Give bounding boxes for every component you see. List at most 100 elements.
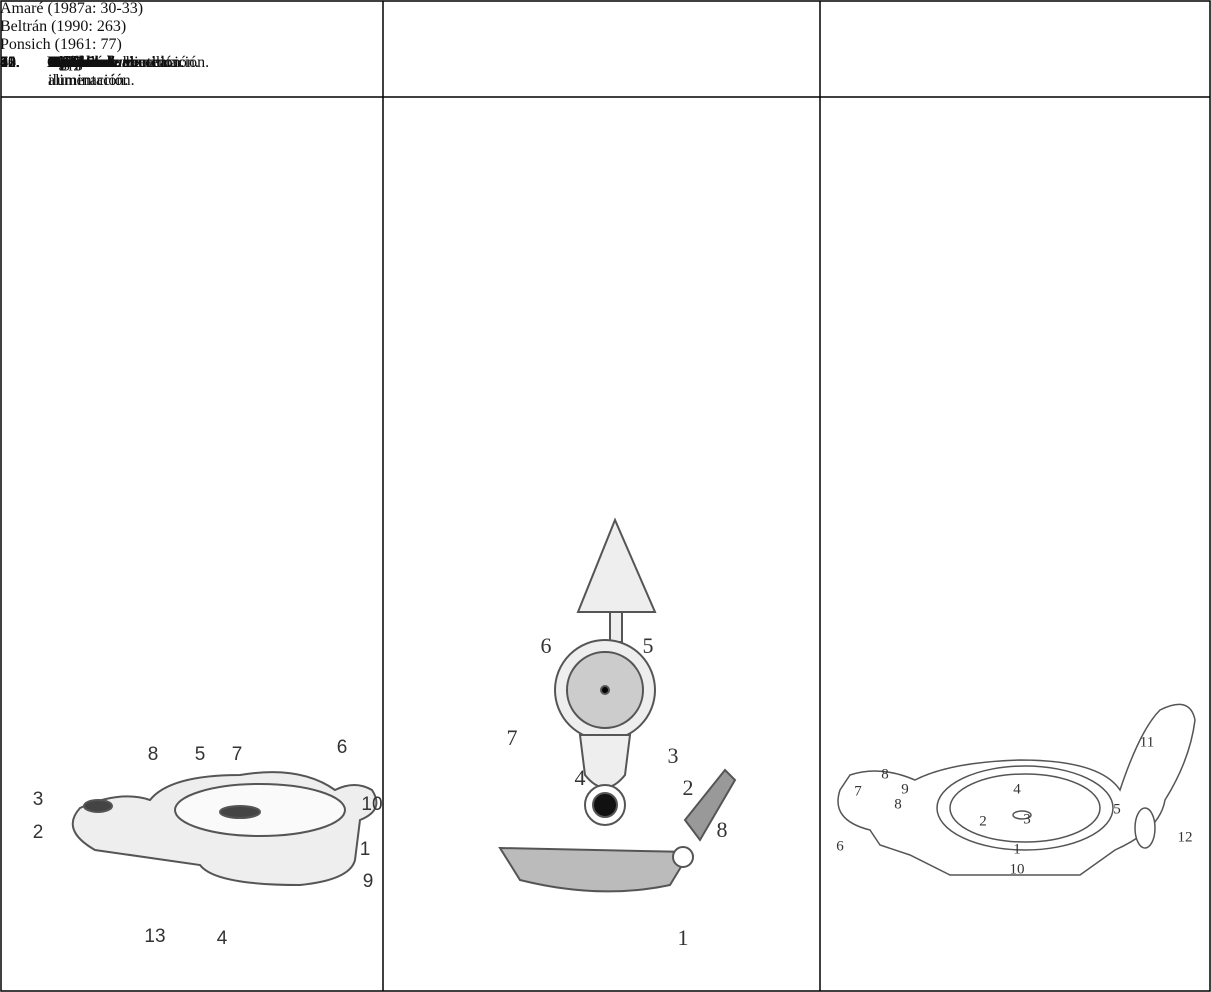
item-text: Orla.	[47, 54, 79, 72]
item-text: Infundibulum.	[48, 54, 138, 72]
item-punct: .	[134, 54, 139, 71]
figure-label: 5	[195, 744, 206, 765]
item-label: Orificio de ventilación.	[50, 54, 199, 71]
item-number: 7.	[0, 54, 12, 71]
figure-label: 5	[643, 633, 654, 658]
item-number: 5.	[0, 54, 12, 71]
item-text: Pie.	[50, 54, 74, 72]
column-header: Amaré (1987a: 30-33)	[0, 0, 144, 17]
figure-label: 8	[717, 817, 728, 842]
item-number: 13.	[0, 54, 20, 71]
item-label: Asa.	[50, 54, 79, 71]
item-number: 10.	[0, 54, 20, 71]
item-label: Agujero de alimentación.	[47, 54, 210, 71]
item-text: Agujero de llenado.	[50, 54, 177, 72]
figure-label: 2	[683, 775, 694, 800]
item-label: Ansa.	[48, 54, 84, 71]
item-label: Depósito.	[50, 54, 112, 71]
item-label: Agujero de llenado.	[50, 54, 177, 71]
item-text: Rostrum.	[48, 54, 106, 72]
item-label: Pie.	[50, 54, 75, 71]
item-text: Agujero de mecha.	[50, 54, 171, 72]
item-punct: .	[102, 54, 107, 71]
item-number: 2.	[0, 54, 12, 71]
item-label: Orificio de aireación.	[48, 54, 185, 71]
item-number: 7.	[0, 54, 12, 71]
item-label: Volutas.	[47, 54, 99, 71]
figure-label: 8	[148, 744, 159, 765]
item-number: 1.	[0, 54, 12, 71]
item-label: Pico.	[50, 54, 83, 71]
figure-label: 9	[901, 781, 909, 797]
figure-label: 4	[1013, 781, 1021, 797]
item-number: 1.	[0, 54, 12, 71]
item-number: 10.	[0, 54, 20, 71]
item-number: 4.	[0, 54, 12, 71]
item-number: 3.	[0, 54, 12, 71]
item-number: 1.	[0, 54, 12, 71]
item-label: Moldura.	[50, 54, 110, 71]
item-text: Orificio de alimentación.	[48, 54, 198, 90]
item-label: Discus.	[48, 54, 96, 71]
item-number: 8.	[0, 54, 12, 71]
figure-label: 4	[217, 928, 228, 949]
figure-label: 10	[1010, 861, 1025, 877]
item-text: Margo.	[48, 54, 94, 72]
figure-label: 3	[33, 789, 44, 810]
item-text: Discus.	[48, 54, 96, 72]
item-label: Infundibulum	[48, 54, 135, 71]
figure-label: 12	[1178, 829, 1193, 845]
item-text: Reflector.	[50, 54, 113, 72]
item-number: 7.	[0, 54, 12, 71]
figure-label: 13	[144, 926, 165, 947]
item-number: 11.	[0, 54, 20, 71]
item-label: Medallón.	[50, 54, 116, 71]
item-text: Agujero de alimentación.	[47, 54, 209, 72]
item-label: Orificio de iluminación.	[48, 54, 129, 89]
figure-label: 8	[881, 766, 889, 782]
item-label: Aletas.	[48, 54, 93, 71]
item-number: 2.	[0, 54, 12, 71]
figure-label: 5	[1113, 801, 1121, 817]
item-text: Agujero de luz.	[47, 54, 146, 72]
item-number: 11.	[0, 54, 20, 71]
item-number: 8.	[0, 54, 12, 71]
item-text: Infundibulum.	[47, 54, 137, 72]
figure-label: 1	[360, 839, 371, 860]
item-number: 2.	[0, 54, 12, 71]
figure-label: 3	[1023, 811, 1031, 827]
item-label: Banda.	[50, 54, 95, 71]
item-number: 9.	[0, 54, 12, 71]
item-text: Depósito.	[50, 54, 112, 72]
item-text: Moldura.	[48, 54, 107, 72]
item-label: Orificio de alimentación.	[48, 54, 135, 89]
item-label: Apéndices.	[48, 54, 120, 71]
item-text: Pico.	[50, 54, 82, 72]
figure-label: 7	[854, 783, 862, 799]
item-number: 4.	[0, 54, 12, 71]
figure-label: 7	[507, 725, 518, 750]
item-text: Pico.	[47, 54, 79, 72]
figure-label: 1	[1013, 841, 1021, 857]
item-label: Agujero de mecha.	[50, 54, 172, 71]
item-label: Disco.	[47, 54, 89, 71]
item-text: Volutas.	[50, 54, 102, 72]
item-text: Asa.	[47, 54, 76, 72]
figure-label: 11	[1140, 734, 1154, 750]
item-label: Volutas.	[48, 54, 100, 71]
item-text: Moldura.	[50, 54, 109, 72]
item-label: Margo.	[48, 54, 95, 71]
figure-label: 6	[541, 633, 552, 658]
figure-label: 6	[337, 737, 348, 758]
item-number: 8.	[0, 54, 12, 71]
item-text: Ansa.	[48, 54, 84, 72]
figure-label: 8	[894, 796, 902, 812]
item-number: 6.	[0, 54, 12, 71]
item-label: Rostrum	[48, 54, 103, 71]
figure-label: 2	[33, 822, 44, 843]
item-number: 12.	[0, 54, 20, 71]
item-number: 5.	[0, 54, 12, 71]
item-label: Asa.	[47, 54, 76, 71]
item-label: Canal.	[48, 54, 90, 71]
